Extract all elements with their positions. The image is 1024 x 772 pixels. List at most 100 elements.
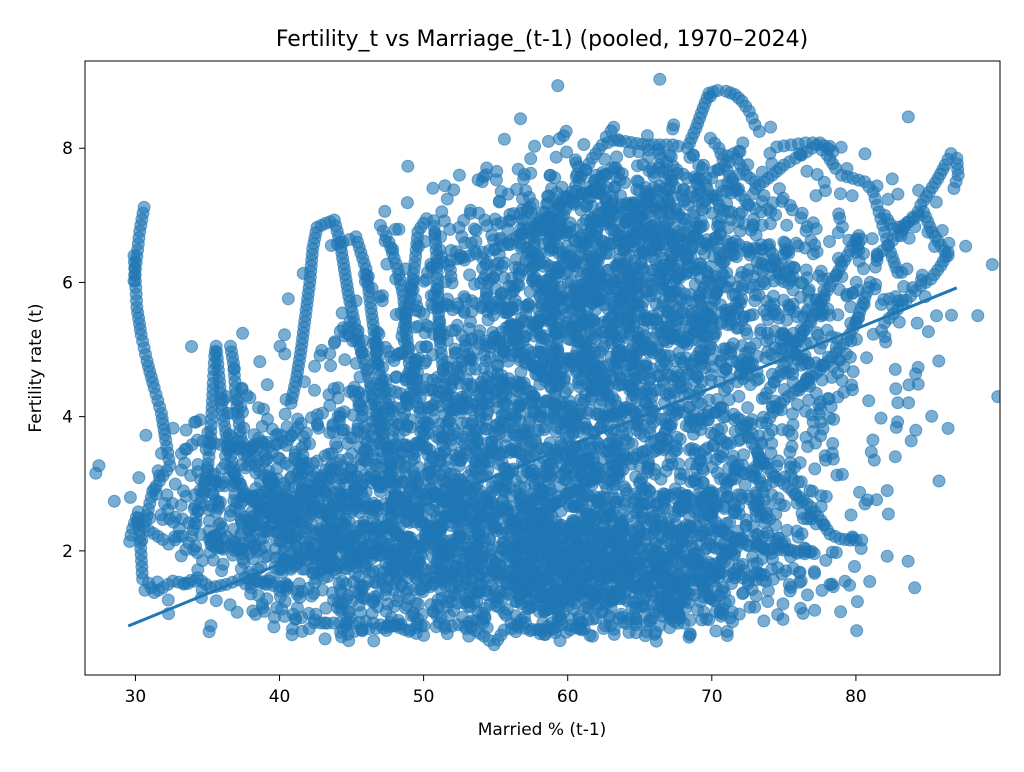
data-point bbox=[562, 293, 576, 307]
data-point bbox=[303, 437, 317, 451]
data-point bbox=[479, 583, 493, 597]
data-point bbox=[574, 317, 588, 331]
data-point bbox=[429, 537, 443, 551]
data-point bbox=[207, 553, 220, 567]
data-point bbox=[459, 339, 472, 353]
data-point bbox=[693, 352, 707, 366]
data-point bbox=[627, 351, 641, 365]
data-point bbox=[550, 261, 564, 274]
data-point bbox=[667, 354, 681, 368]
data-point bbox=[315, 343, 329, 357]
data-point bbox=[550, 291, 564, 305]
data-point bbox=[335, 467, 349, 481]
data-point bbox=[401, 159, 415, 173]
data-point bbox=[496, 543, 509, 557]
data-point bbox=[340, 437, 354, 451]
data-point bbox=[488, 480, 502, 494]
data-point bbox=[551, 529, 564, 543]
data-point bbox=[513, 491, 527, 505]
data-point bbox=[833, 187, 847, 201]
data-point bbox=[460, 373, 474, 387]
data-point bbox=[209, 493, 223, 507]
data-point bbox=[366, 564, 380, 578]
data-point bbox=[487, 337, 501, 351]
data-point bbox=[518, 381, 532, 395]
data-point bbox=[848, 560, 861, 573]
data-point bbox=[629, 500, 643, 514]
data-point bbox=[620, 486, 634, 500]
data-point bbox=[323, 461, 337, 475]
data-point bbox=[497, 343, 511, 357]
data-point bbox=[829, 546, 843, 559]
data-point bbox=[289, 612, 303, 626]
data-point bbox=[260, 452, 274, 466]
data-point bbox=[462, 401, 476, 415]
data-point bbox=[648, 383, 662, 397]
data-point bbox=[572, 298, 586, 312]
data-point bbox=[577, 138, 591, 151]
data-point bbox=[388, 577, 402, 591]
data-point bbox=[608, 478, 622, 492]
data-point bbox=[560, 305, 574, 319]
data-point bbox=[123, 490, 137, 504]
data-point bbox=[664, 420, 678, 434]
data-point bbox=[445, 276, 459, 290]
data-point bbox=[817, 175, 831, 189]
data-point bbox=[468, 362, 482, 376]
data-point bbox=[325, 586, 339, 600]
data-point bbox=[307, 586, 321, 600]
data-point bbox=[467, 439, 481, 453]
data-point bbox=[631, 419, 645, 433]
data-point bbox=[469, 235, 483, 248]
data-point bbox=[527, 359, 541, 373]
data-point bbox=[532, 303, 546, 316]
data-point bbox=[278, 328, 291, 342]
data-point bbox=[268, 610, 281, 624]
data-point bbox=[695, 375, 709, 389]
data-point bbox=[579, 340, 593, 354]
data-point bbox=[517, 427, 531, 441]
data-point bbox=[397, 438, 411, 452]
data-point bbox=[382, 475, 396, 489]
data-point bbox=[606, 409, 620, 423]
data-point bbox=[526, 395, 540, 409]
data-point bbox=[598, 376, 612, 390]
data-point bbox=[455, 230, 469, 243]
data-point bbox=[236, 326, 250, 340]
data-point bbox=[908, 581, 922, 595]
data-point bbox=[324, 359, 338, 373]
data-point bbox=[235, 526, 249, 539]
data-point bbox=[352, 598, 366, 612]
data-point bbox=[318, 632, 332, 646]
data-point bbox=[480, 422, 494, 436]
data-point bbox=[352, 550, 366, 564]
data-point bbox=[227, 494, 241, 507]
data-point bbox=[686, 315, 700, 329]
data-point bbox=[537, 332, 551, 345]
data-point bbox=[260, 378, 274, 392]
data-point bbox=[795, 527, 809, 541]
data-point bbox=[683, 627, 697, 641]
data-point bbox=[270, 533, 284, 547]
data-point bbox=[609, 444, 623, 458]
data-point bbox=[257, 402, 270, 416]
data-point bbox=[542, 313, 556, 327]
data-point bbox=[455, 474, 469, 488]
data-point bbox=[589, 407, 603, 421]
data-point bbox=[411, 539, 425, 553]
data-point bbox=[420, 373, 434, 386]
data-point bbox=[451, 300, 464, 314]
scatter-points bbox=[89, 72, 1000, 652]
data-point bbox=[560, 449, 574, 463]
data-point bbox=[246, 530, 260, 544]
data-point bbox=[542, 134, 555, 148]
data-point bbox=[107, 494, 121, 508]
data-point bbox=[548, 412, 562, 426]
data-point bbox=[278, 407, 292, 421]
data-point bbox=[579, 420, 593, 434]
data-point bbox=[497, 256, 511, 270]
data-point bbox=[378, 204, 392, 218]
data-point bbox=[465, 305, 479, 319]
data-point bbox=[469, 224, 483, 237]
